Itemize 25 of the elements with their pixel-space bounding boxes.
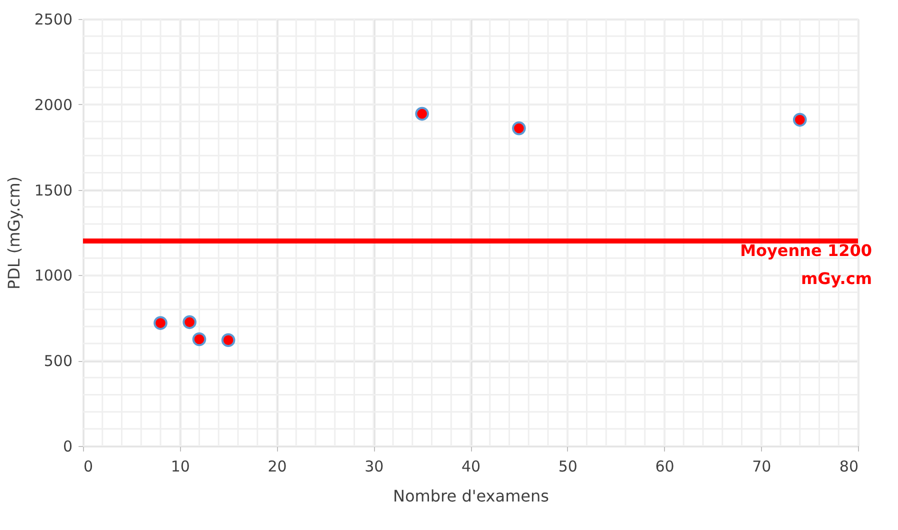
x-tick-label: 70 <box>752 458 772 476</box>
y-tick-label: 2000 <box>34 96 72 114</box>
x-tick-label: 50 <box>558 458 578 476</box>
point <box>792 112 807 127</box>
point <box>182 315 196 330</box>
x-tick-label: 40 <box>461 458 481 476</box>
y-tick-label: 1000 <box>34 266 72 285</box>
y-tick-label: 500 <box>44 352 72 370</box>
x-tick-label: 20 <box>268 458 287 476</box>
point <box>512 121 526 136</box>
ref-line-label: Moyenne 1200 mGy.cm <box>740 241 872 288</box>
y-tick-label: 0 <box>62 438 72 456</box>
x-tick-label: 10 <box>170 458 190 476</box>
x-tick-label: 0 <box>84 458 94 476</box>
y-tick-label: 2500 <box>34 10 72 28</box>
x-axis-title: Nombre d'examens <box>393 486 549 506</box>
point <box>154 316 168 330</box>
y-axis-title: PDL (mGy.cm) <box>4 176 24 290</box>
point <box>221 333 236 348</box>
point <box>415 106 429 121</box>
x-tick-label: 60 <box>655 458 674 476</box>
y-tick-label: 1500 <box>34 181 72 200</box>
x-tick-label: 80 <box>839 458 858 476</box>
x-tick-label: 30 <box>364 458 384 476</box>
point <box>192 332 206 346</box>
